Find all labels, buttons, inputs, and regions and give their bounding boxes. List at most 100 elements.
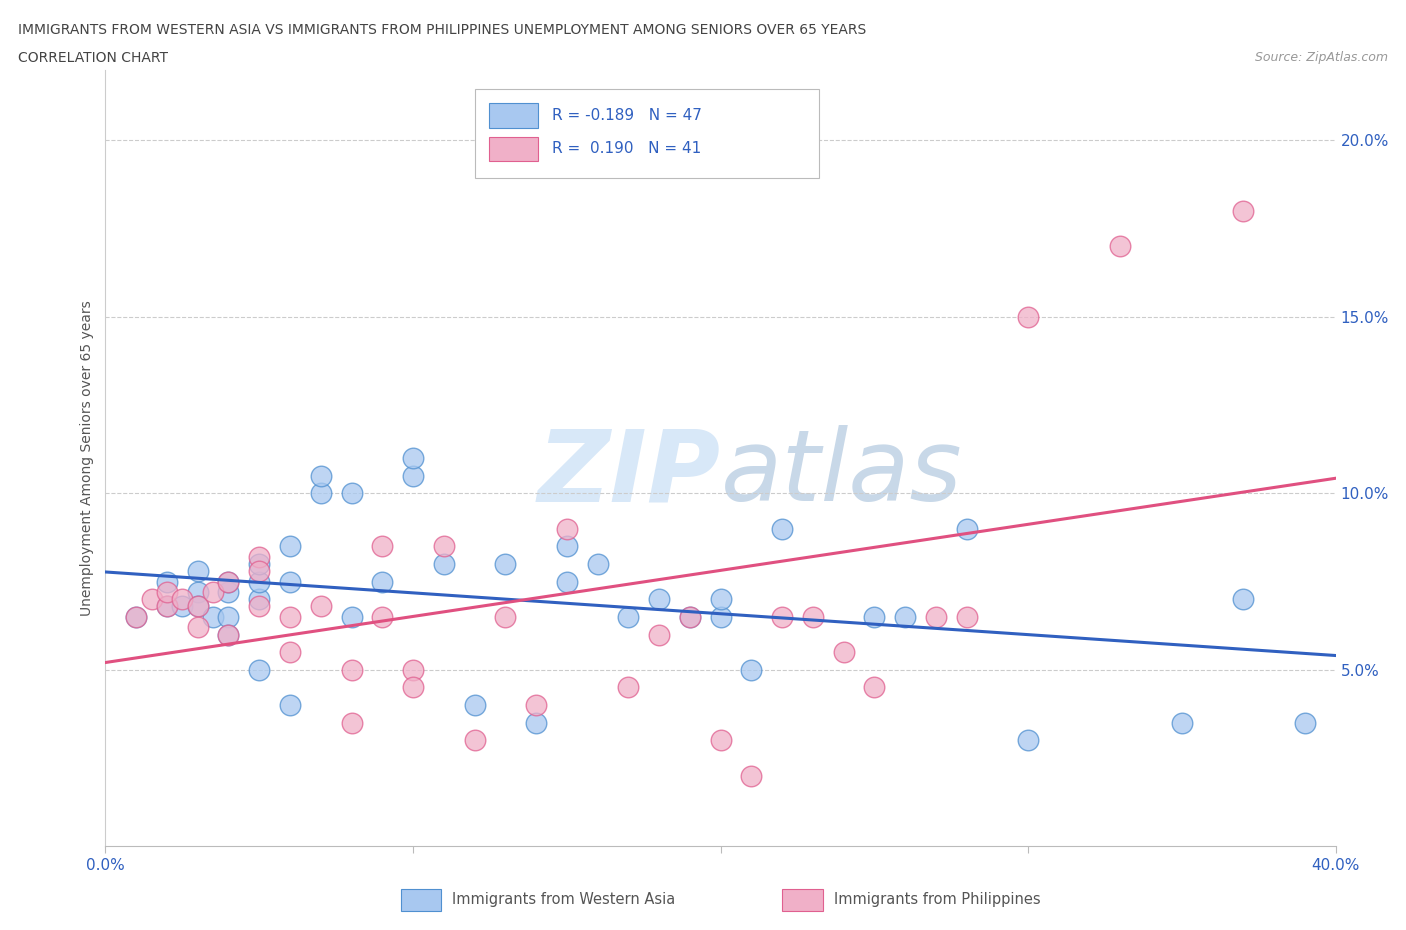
Point bbox=[1232, 591, 1254, 606]
Point bbox=[710, 591, 733, 606]
Point bbox=[156, 574, 179, 589]
Point bbox=[340, 485, 363, 500]
Point bbox=[218, 585, 240, 600]
Point bbox=[247, 556, 270, 571]
Point bbox=[1109, 239, 1132, 254]
Point bbox=[247, 591, 270, 606]
Point bbox=[247, 550, 270, 565]
Point bbox=[555, 574, 578, 589]
Point bbox=[740, 662, 762, 677]
Point bbox=[278, 698, 301, 712]
FancyBboxPatch shape bbox=[489, 137, 538, 162]
Point bbox=[309, 485, 332, 500]
Point bbox=[125, 609, 148, 624]
Text: atlas: atlas bbox=[721, 425, 962, 522]
Point bbox=[202, 585, 225, 600]
Point bbox=[309, 599, 332, 614]
Point bbox=[278, 574, 301, 589]
Point bbox=[187, 599, 209, 614]
Point bbox=[202, 609, 225, 624]
Point bbox=[617, 680, 640, 695]
Text: CORRELATION CHART: CORRELATION CHART bbox=[18, 51, 169, 65]
Point bbox=[247, 574, 270, 589]
Point bbox=[247, 599, 270, 614]
Point bbox=[247, 662, 270, 677]
Point bbox=[340, 609, 363, 624]
Point bbox=[740, 768, 762, 783]
Point bbox=[679, 609, 702, 624]
Text: Source: ZipAtlas.com: Source: ZipAtlas.com bbox=[1254, 51, 1388, 64]
Point bbox=[648, 591, 671, 606]
Point bbox=[925, 609, 948, 624]
Point bbox=[371, 574, 394, 589]
Point bbox=[218, 574, 240, 589]
Point bbox=[218, 609, 240, 624]
Point bbox=[433, 538, 456, 553]
Point bbox=[278, 644, 301, 659]
Point bbox=[172, 591, 194, 606]
Point bbox=[494, 556, 516, 571]
Point bbox=[278, 538, 301, 553]
Point bbox=[863, 680, 886, 695]
FancyBboxPatch shape bbox=[782, 889, 823, 910]
Text: Immigrants from Philippines: Immigrants from Philippines bbox=[834, 892, 1040, 907]
Point bbox=[371, 538, 394, 553]
Point bbox=[402, 680, 425, 695]
Point bbox=[770, 609, 793, 624]
Point bbox=[141, 591, 163, 606]
Point bbox=[125, 609, 148, 624]
Point bbox=[464, 698, 486, 712]
Point bbox=[433, 556, 456, 571]
FancyBboxPatch shape bbox=[401, 889, 441, 910]
Point bbox=[309, 468, 332, 483]
Point bbox=[894, 609, 917, 624]
Point bbox=[524, 715, 547, 730]
Point bbox=[402, 662, 425, 677]
Y-axis label: Unemployment Among Seniors over 65 years: Unemployment Among Seniors over 65 years bbox=[80, 300, 94, 616]
Point bbox=[1171, 715, 1194, 730]
Point bbox=[156, 599, 179, 614]
Point bbox=[172, 599, 194, 614]
Point bbox=[187, 599, 209, 614]
Point bbox=[494, 609, 516, 624]
Point bbox=[218, 627, 240, 642]
Point bbox=[555, 521, 578, 536]
Point bbox=[770, 521, 793, 536]
Point bbox=[371, 609, 394, 624]
Point bbox=[801, 609, 824, 624]
Point bbox=[340, 662, 363, 677]
Point bbox=[187, 585, 209, 600]
Text: R =  0.190   N = 41: R = 0.190 N = 41 bbox=[553, 141, 702, 156]
Point bbox=[402, 451, 425, 466]
Point bbox=[156, 585, 179, 600]
Point bbox=[218, 574, 240, 589]
Point bbox=[648, 627, 671, 642]
Point bbox=[863, 609, 886, 624]
Point bbox=[832, 644, 855, 659]
Point bbox=[187, 620, 209, 635]
Text: ZIP: ZIP bbox=[537, 425, 721, 522]
Point bbox=[956, 521, 979, 536]
Point bbox=[956, 609, 979, 624]
Point bbox=[555, 538, 578, 553]
Point bbox=[1232, 204, 1254, 219]
Point bbox=[586, 556, 609, 571]
Point bbox=[340, 715, 363, 730]
Text: Immigrants from Western Asia: Immigrants from Western Asia bbox=[453, 892, 676, 907]
Point bbox=[1017, 733, 1039, 748]
Point bbox=[524, 698, 547, 712]
Point bbox=[218, 627, 240, 642]
Point bbox=[187, 564, 209, 578]
Point bbox=[1017, 310, 1039, 325]
Text: R = -0.189   N = 47: R = -0.189 N = 47 bbox=[553, 108, 702, 123]
Point bbox=[278, 609, 301, 624]
Point bbox=[156, 599, 179, 614]
Point bbox=[402, 468, 425, 483]
Point bbox=[464, 733, 486, 748]
FancyBboxPatch shape bbox=[475, 89, 820, 179]
Point bbox=[617, 609, 640, 624]
Point bbox=[710, 609, 733, 624]
FancyBboxPatch shape bbox=[489, 103, 538, 128]
Point bbox=[247, 564, 270, 578]
Text: IMMIGRANTS FROM WESTERN ASIA VS IMMIGRANTS FROM PHILIPPINES UNEMPLOYMENT AMONG S: IMMIGRANTS FROM WESTERN ASIA VS IMMIGRAN… bbox=[18, 23, 866, 37]
